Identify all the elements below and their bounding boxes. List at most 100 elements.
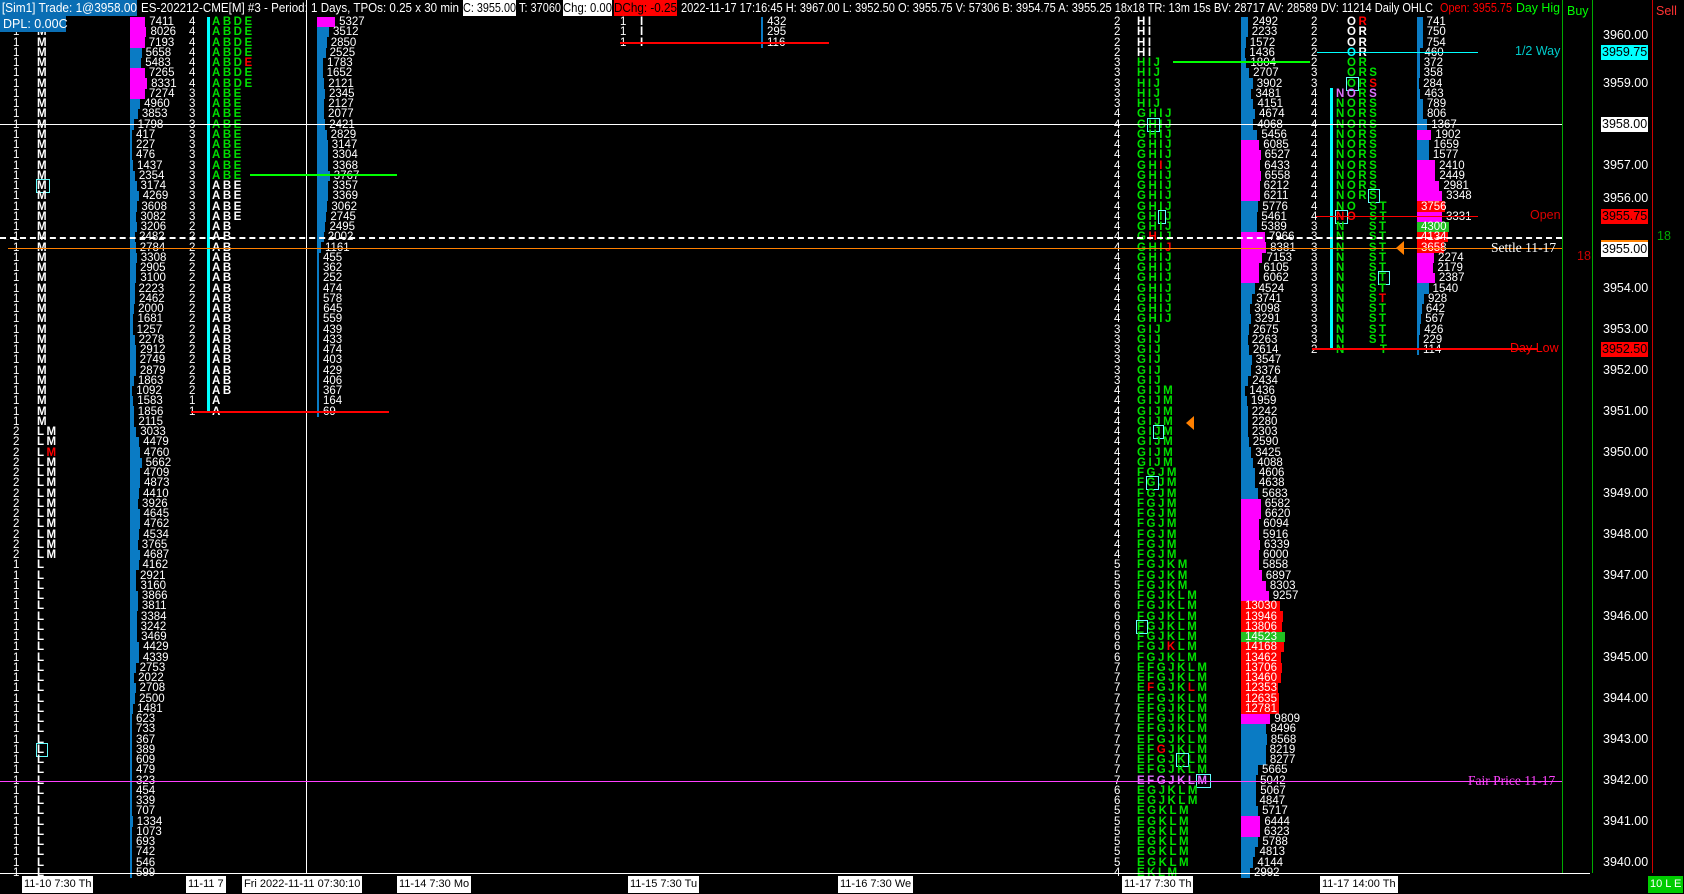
profile-11-10-tpo-letters: L [37, 569, 47, 582]
profile-11-17-day-tpo-letters: GIJ [1137, 333, 1164, 346]
profile-11-10-tpo-letters: L [37, 610, 47, 623]
fair-price-label: Fair Price 11-17 [1468, 773, 1556, 788]
volume-bar [1417, 57, 1420, 69]
settle-line [8, 248, 1562, 249]
tpo-count: 2 [189, 364, 196, 377]
profile-11-11-tpo-letters: A [212, 395, 223, 408]
volume-bar [1241, 713, 1271, 725]
price-tick-label: 3945.00 [1603, 649, 1649, 664]
profile-11-10-tpo-letters: L [37, 764, 47, 777]
profile-11-10-tpo-letters: L [37, 784, 47, 797]
tpo-count: 2 [1311, 57, 1318, 69]
profile-11-10-tpo-letters: M [37, 241, 50, 254]
volume-bar [1417, 27, 1423, 38]
volume-value: 2829 [330, 128, 357, 141]
volume-value: 4709 [143, 467, 170, 479]
volume-bar [130, 293, 136, 304]
profile-11-17-day-tpo-letters: FGJKM [1137, 579, 1190, 592]
price-tick-label: 3953.00 [1603, 321, 1649, 336]
volume-bar [130, 529, 140, 540]
profile-11-11-tpo-letters: ABDE [212, 16, 255, 28]
tpo-count: 6 [1114, 590, 1121, 602]
volume-value: 645 [323, 303, 343, 315]
profile-11-10-tpo-letters: M [37, 139, 50, 151]
volume-bar [1417, 252, 1435, 263]
profile-11-17-late-tpo-letters: N ST [1336, 221, 1389, 233]
profile-11-10-tpo-letters: M [37, 374, 50, 387]
volume-value: 4674 [1259, 108, 1285, 121]
volume-bar [1417, 68, 1420, 79]
volume-value: 789 [1426, 98, 1447, 110]
tpo-count: 2 [1311, 26, 1318, 39]
volume-bar [130, 457, 142, 468]
profile-11-10-tpo-letters: M [37, 77, 50, 90]
profile-11-17-late-tpo-letters: OR [1347, 36, 1370, 49]
volume-value: 2000 [138, 303, 164, 315]
tpo-count: 1 [13, 764, 20, 777]
profile-11-11-tpo-letters: AB [212, 364, 234, 377]
volume-bar [130, 857, 132, 868]
profile-11-17-day-tpo-letters: EGKLM [1137, 856, 1192, 869]
tpo-count: 1 [13, 784, 20, 797]
profile-11-17-day-tpo-letters: GHIJ [1137, 209, 1174, 224]
volume-value: 2354 [138, 169, 165, 182]
buy-button[interactable]: Buy [1567, 4, 1589, 18]
volume-bar [130, 642, 140, 653]
change-box: Chg: 0.00 [563, 0, 612, 16]
tpo-chart-area[interactable]: 1 M 1 M 1 M 1 M 1 M 1 M 1 M 1 M 1 M 1 M 1 M 1 M 1 M 1 M 1 M 1 M 1 M 1 M 1 M 1 M… [0, 0, 1562, 879]
profile-11-17-day-tpo-letters: FGJKLM [1136, 619, 1200, 634]
volume-bar [1241, 98, 1254, 110]
profile-11-17-day-tpo-letters: EFGJKLM [1137, 692, 1210, 705]
tpo-count: 3 [1311, 77, 1318, 90]
volume-value: 750 [1426, 26, 1446, 39]
volume-value: 3369 [332, 190, 359, 203]
volume-value: 3206 [140, 221, 167, 233]
tpo-count: 4 [1114, 866, 1121, 879]
tpo-count: 1 [13, 692, 20, 705]
volume-bar [1241, 57, 1247, 69]
volume-value: 3160 [140, 579, 167, 592]
profile-11-10-tpo-letters: L [37, 620, 47, 633]
tpo-count: 4 [1114, 108, 1121, 121]
volume-value: 3547 [1255, 354, 1282, 367]
volume-bar [1241, 672, 1282, 684]
price-tick-label: 3944.00 [1603, 690, 1649, 705]
profile-11-17-late-tpo-letters: OR [1347, 26, 1370, 39]
tpo-count: 4 [1114, 200, 1121, 213]
volume-bar [1241, 129, 1258, 140]
volume-bar [130, 816, 133, 827]
volume-bar [317, 180, 329, 192]
volume-value: 2614 [1252, 344, 1279, 356]
trade-mode-indicator[interactable]: 10 L E [1648, 876, 1684, 893]
volume-value: 3481 [1255, 87, 1282, 100]
volume-value: 2462 [139, 292, 165, 305]
tpo-count: 3 [1311, 313, 1318, 326]
tpo-count: 1 [13, 559, 20, 572]
volume-bar [1241, 160, 1261, 171]
volume-bar [1241, 539, 1261, 550]
sell-button[interactable]: Sell [1656, 4, 1677, 18]
tpo-count: 7 [1114, 682, 1121, 695]
volume-value: 2912 [139, 344, 166, 356]
volume-value: 3082 [140, 210, 166, 223]
tick-count: T: 37060 [519, 1, 561, 15]
volume-bar [130, 775, 132, 786]
tpo-count: 3 [1114, 87, 1121, 100]
price-axis[interactable]: 3960.00 3959.00 3957.00 3956.00 3954.00 3953.… [1593, 0, 1652, 873]
profile-11-17-day-tpo-letters: FGJM [1137, 538, 1179, 551]
volume-bar [1241, 693, 1279, 704]
volume-value: 5717 [1262, 805, 1288, 818]
tpo-count: 2 [1311, 36, 1318, 49]
half-way-label: 1/2 Way [1515, 44, 1561, 58]
profile-11-17-late-tpo-letters: NORS [1336, 149, 1380, 162]
volume-bar [1417, 324, 1421, 335]
volume-bar [130, 560, 139, 571]
volume-bar [130, 447, 140, 458]
tpo-count: 2 [13, 477, 20, 490]
volume-bar [1241, 457, 1254, 468]
tpo-count: 2 [13, 426, 20, 438]
volume-value: 8303 [1269, 579, 1296, 592]
volume-value: 3658 [1421, 241, 1447, 254]
volume-bar [130, 549, 140, 561]
volume-value: 2590 [1252, 436, 1279, 449]
